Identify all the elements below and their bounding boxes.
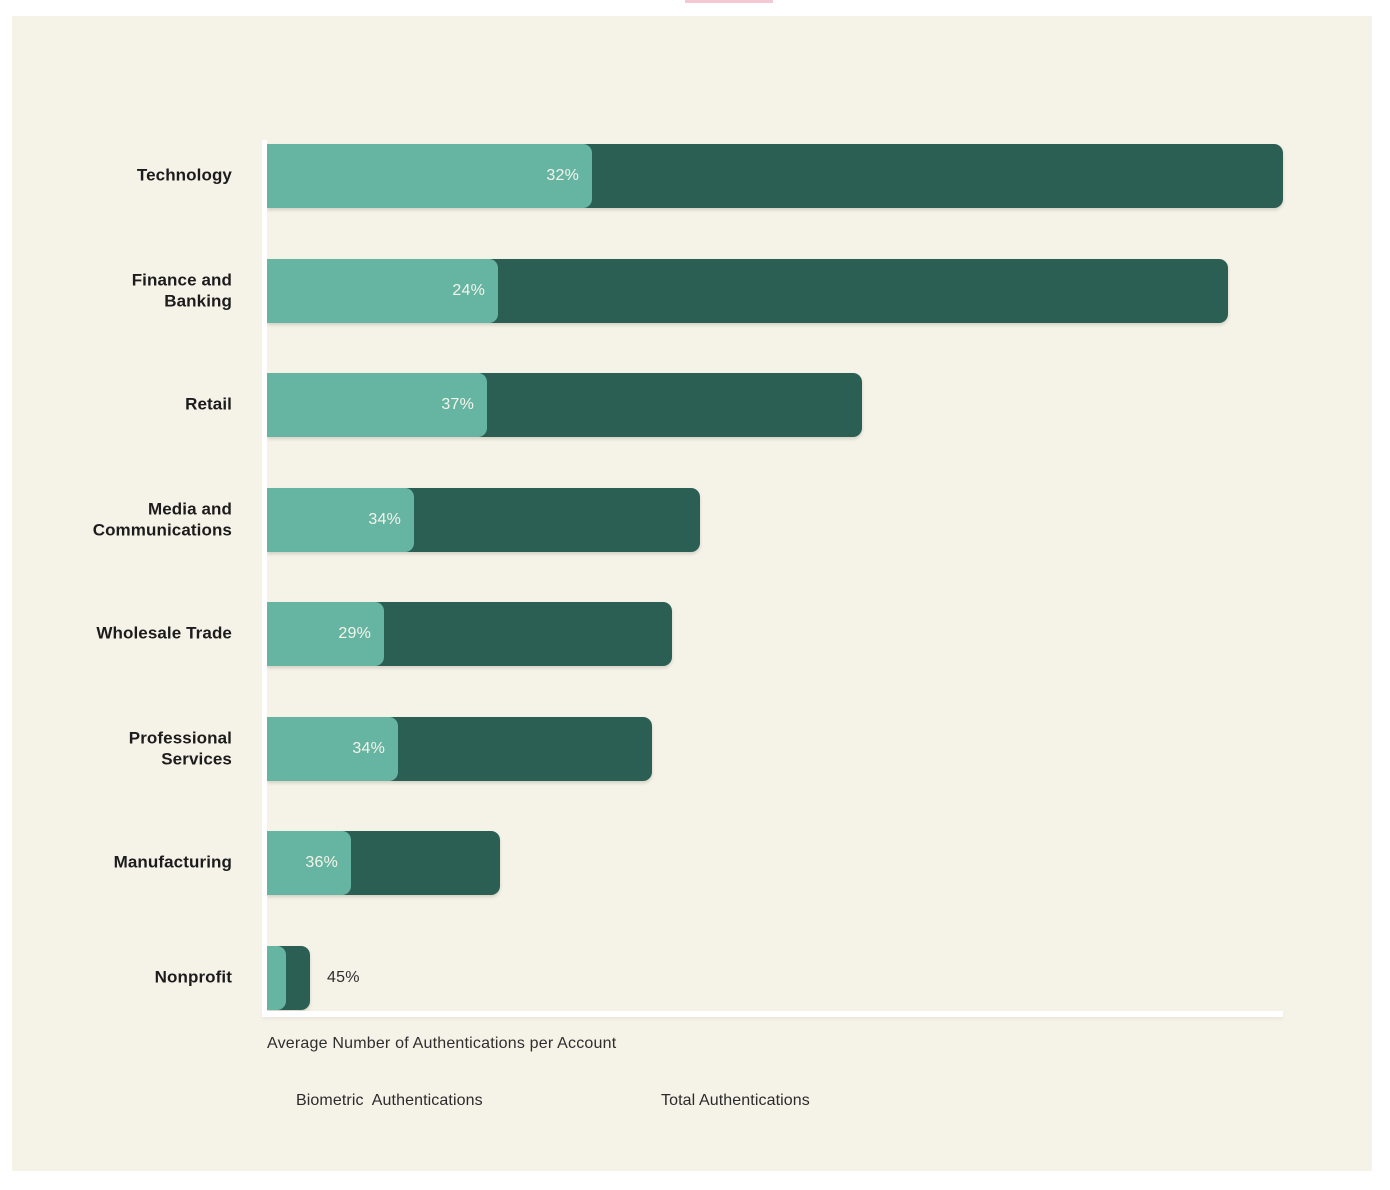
bar-value-label: 29%: [338, 625, 371, 642]
bar-row: Technology 32%: [137, 144, 1283, 208]
bar-value-label: 32%: [546, 167, 579, 184]
biometric-legend-swatch: [270, 1093, 287, 1110]
bar-row: Wholesale Trade 29%: [96, 602, 1283, 666]
bar-value-label: 34%: [352, 740, 385, 757]
biometric-authentications-bar: [267, 373, 487, 437]
bar-value-label: 34%: [368, 511, 401, 528]
biometric-authentications-bar: [267, 602, 384, 666]
legend-item-biometric: Biometric Authentications: [270, 1089, 483, 1113]
legend-item-total: Total Authentications: [635, 1089, 810, 1113]
category-label: Manufacturing: [113, 852, 232, 872]
category-label: Nonprofit: [154, 967, 232, 987]
biometric-authentications-bar: [267, 946, 286, 1010]
bar-row: Media and Communications 34%: [93, 488, 1283, 552]
chart-panel: [12, 16, 1372, 1171]
top-accent-line: [685, 0, 773, 3]
bar-value-label: 24%: [452, 282, 485, 299]
legend-label: Biometric Authentications: [296, 1092, 483, 1109]
bar-row: Manufacturing 36%: [114, 831, 1283, 895]
legend-label: Total Authentications: [661, 1092, 810, 1109]
biometric-authentications-bar: [267, 144, 592, 208]
category-label: Retail: [185, 394, 232, 414]
category-label: Professional Services: [128, 728, 232, 768]
bar-value-label: 36%: [305, 854, 338, 871]
bar-value-label: 37%: [441, 396, 474, 413]
biometric-authentications-bar: [267, 488, 414, 552]
category-label: Technology: [136, 165, 232, 185]
x-axis-line: [262, 1011, 1283, 1017]
total-legend-swatch: [635, 1093, 652, 1110]
biometric-authentications-bar: [267, 259, 498, 323]
category-label: Media and Communications: [92, 499, 232, 539]
x-axis-label: Average Number of Authentications per Ac…: [267, 1035, 617, 1052]
y-axis-line: [262, 140, 267, 1017]
biometric-authentications-bar: [267, 831, 351, 895]
bar-value-label: 45%: [327, 969, 360, 986]
category-label: Wholesale Trade: [96, 623, 232, 643]
biometric-authentications-bar: [267, 717, 398, 781]
bar-row: Finance and Banking 24%: [132, 259, 1283, 323]
bar-row: Professional Services 34%: [129, 717, 1283, 781]
bar-row: Retail 37%: [185, 373, 1283, 437]
bar-row: Nonprofit 45%: [155, 946, 1283, 1010]
category-label: Finance and Banking: [131, 270, 232, 310]
